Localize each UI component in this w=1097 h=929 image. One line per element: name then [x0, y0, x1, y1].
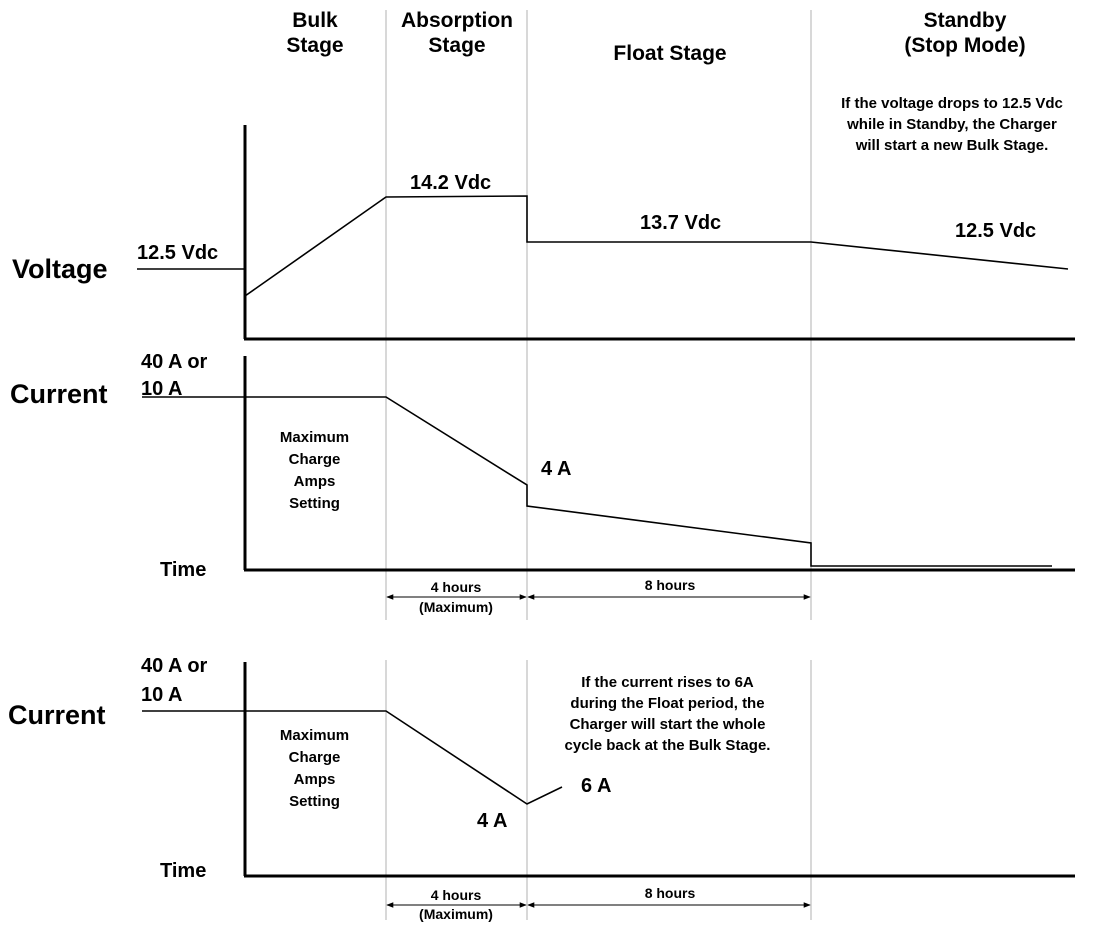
- current1-setting-label: Maximum Charge Amps Setting: [279, 429, 350, 512]
- voltage-axis-label: Voltage: [12, 254, 108, 284]
- voltage-absorption-value: 14.2 Vdc: [410, 172, 492, 194]
- voltage-standby-value: 12.5 Vdc: [955, 220, 1037, 242]
- voltage-curve: [137, 195, 1069, 297]
- current2-axis-label: Current: [8, 700, 106, 730]
- current2-note: If the current rises to 6A during the Fl…: [564, 674, 771, 754]
- current1-trace: [142, 396, 1052, 567]
- current2-time-label: Time: [160, 860, 207, 882]
- current2-duration-absorption: 4 hours: [430, 887, 482, 903]
- current1-float-start-value: 4 A: [541, 458, 572, 480]
- current1-max-label: 40 A or 10 A: [141, 351, 208, 400]
- duration-arrows: [386, 594, 811, 908]
- voltage-trace: [244, 195, 1069, 297]
- current1-curve: [142, 396, 1052, 567]
- current2-rise-value: 6 A: [581, 775, 612, 797]
- current2-low-value: 4 A: [477, 810, 508, 832]
- standby-note: If the voltage drops to 12.5 Vdc while i…: [841, 95, 1063, 154]
- current1-duration-absorption-note: (Maximum): [419, 599, 493, 615]
- current2-curve: [142, 710, 563, 805]
- current1-duration-absorption: 4 hours: [430, 579, 482, 595]
- current1-time-label: Time: [160, 559, 207, 581]
- stage-float-label: Float Stage: [613, 42, 727, 65]
- voltage-start-value: 12.5 Vdc: [137, 242, 219, 264]
- voltage-float-value: 13.7 Vdc: [640, 212, 722, 234]
- current1-duration-float: 8 hours: [644, 577, 696, 593]
- stage-dividers: [385, 10, 812, 920]
- stage-absorption-label: Absorption Stage: [401, 9, 513, 57]
- current2-duration-float: 8 hours: [644, 885, 696, 901]
- current2-duration-absorption-note: (Maximum): [419, 906, 493, 922]
- current1-axis-label: Current: [10, 379, 108, 409]
- stage-bulk-label: Bulk Stage: [286, 9, 344, 57]
- current2-trace: [142, 710, 563, 805]
- current2-setting-label: Maximum Charge Amps Setting: [279, 727, 350, 810]
- stage-standby-label: Standby (Stop Mode): [904, 9, 1026, 57]
- current2-max-label: 40 A or 10 A: [141, 655, 208, 706]
